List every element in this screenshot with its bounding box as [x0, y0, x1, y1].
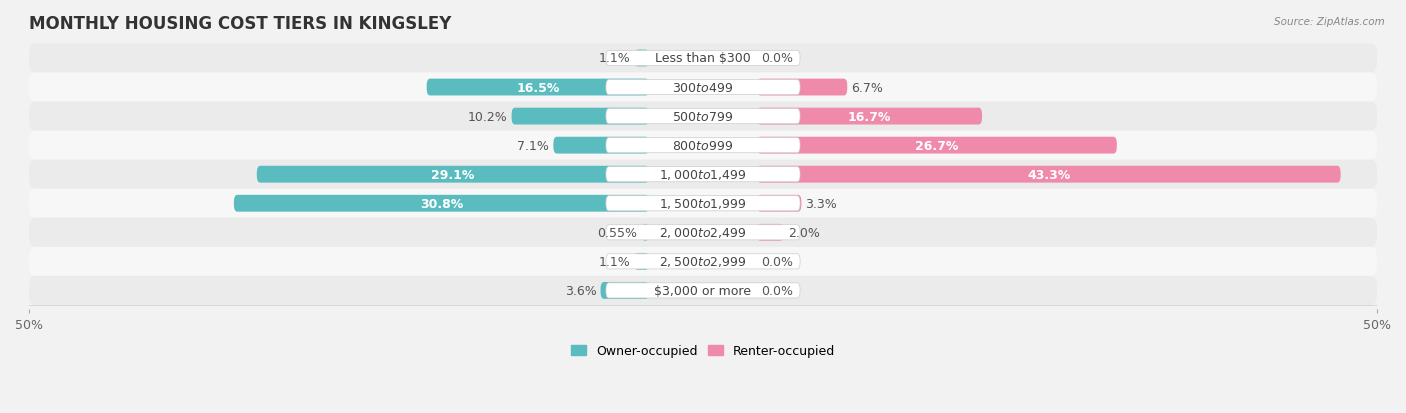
Text: $1,000 to $1,499: $1,000 to $1,499	[659, 168, 747, 182]
FancyBboxPatch shape	[30, 131, 1376, 160]
FancyBboxPatch shape	[606, 225, 800, 240]
Text: 1.1%: 1.1%	[599, 52, 630, 65]
Text: 1.1%: 1.1%	[599, 255, 630, 268]
Text: 10.2%: 10.2%	[468, 110, 508, 123]
FancyBboxPatch shape	[756, 224, 785, 241]
Text: 3.3%: 3.3%	[806, 197, 837, 210]
FancyBboxPatch shape	[756, 108, 981, 125]
Text: Less than $300: Less than $300	[655, 52, 751, 65]
FancyBboxPatch shape	[606, 138, 800, 153]
FancyBboxPatch shape	[634, 50, 650, 67]
Text: 29.1%: 29.1%	[432, 168, 475, 181]
Text: 0.55%: 0.55%	[598, 226, 638, 239]
FancyBboxPatch shape	[600, 282, 650, 299]
FancyBboxPatch shape	[30, 218, 1376, 247]
FancyBboxPatch shape	[512, 108, 650, 125]
Text: $800 to $999: $800 to $999	[672, 139, 734, 152]
FancyBboxPatch shape	[641, 224, 650, 241]
FancyBboxPatch shape	[30, 102, 1376, 131]
Text: 7.1%: 7.1%	[517, 139, 550, 152]
Text: Source: ZipAtlas.com: Source: ZipAtlas.com	[1274, 17, 1385, 26]
Text: $3,000 or more: $3,000 or more	[655, 284, 751, 297]
FancyBboxPatch shape	[30, 44, 1376, 74]
FancyBboxPatch shape	[756, 166, 1340, 183]
Text: 3.6%: 3.6%	[565, 284, 596, 297]
Text: 16.5%: 16.5%	[516, 81, 560, 94]
FancyBboxPatch shape	[30, 74, 1376, 102]
FancyBboxPatch shape	[426, 79, 650, 96]
Text: 30.8%: 30.8%	[420, 197, 463, 210]
Text: $1,500 to $1,999: $1,500 to $1,999	[659, 197, 747, 211]
Text: 43.3%: 43.3%	[1028, 168, 1070, 181]
FancyBboxPatch shape	[233, 195, 650, 212]
Text: 16.7%: 16.7%	[848, 110, 891, 123]
Text: 0.0%: 0.0%	[761, 52, 793, 65]
FancyBboxPatch shape	[30, 247, 1376, 276]
FancyBboxPatch shape	[634, 253, 650, 270]
Text: 0.0%: 0.0%	[761, 255, 793, 268]
Text: 26.7%: 26.7%	[915, 139, 959, 152]
Text: 6.7%: 6.7%	[851, 81, 883, 94]
Text: $2,000 to $2,499: $2,000 to $2,499	[659, 226, 747, 240]
FancyBboxPatch shape	[30, 276, 1376, 305]
Text: 0.0%: 0.0%	[761, 284, 793, 297]
Text: MONTHLY HOUSING COST TIERS IN KINGSLEY: MONTHLY HOUSING COST TIERS IN KINGSLEY	[30, 15, 451, 33]
Text: $2,500 to $2,999: $2,500 to $2,999	[659, 255, 747, 269]
FancyBboxPatch shape	[606, 167, 800, 182]
FancyBboxPatch shape	[606, 109, 800, 124]
FancyBboxPatch shape	[756, 138, 1116, 154]
Legend: Owner-occupied, Renter-occupied: Owner-occupied, Renter-occupied	[567, 339, 839, 363]
FancyBboxPatch shape	[554, 138, 650, 154]
FancyBboxPatch shape	[30, 189, 1376, 218]
FancyBboxPatch shape	[606, 254, 800, 269]
FancyBboxPatch shape	[257, 166, 650, 183]
FancyBboxPatch shape	[756, 79, 848, 96]
FancyBboxPatch shape	[756, 195, 801, 212]
FancyBboxPatch shape	[30, 160, 1376, 189]
FancyBboxPatch shape	[606, 80, 800, 95]
FancyBboxPatch shape	[606, 196, 800, 211]
FancyBboxPatch shape	[606, 283, 800, 298]
Text: 2.0%: 2.0%	[787, 226, 820, 239]
Text: $500 to $799: $500 to $799	[672, 110, 734, 123]
FancyBboxPatch shape	[606, 51, 800, 66]
Text: $300 to $499: $300 to $499	[672, 81, 734, 94]
